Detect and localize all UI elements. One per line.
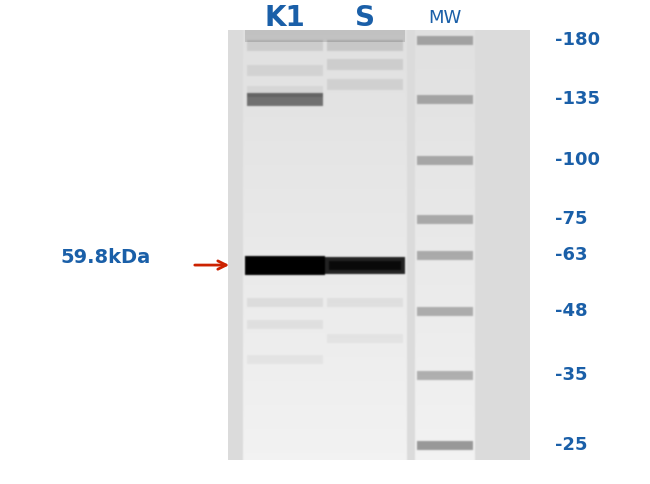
Text: -100: -100 bbox=[555, 151, 600, 169]
Text: -35: -35 bbox=[555, 366, 588, 384]
Text: -135: -135 bbox=[555, 90, 600, 108]
Text: 59.8kDa: 59.8kDa bbox=[60, 247, 150, 267]
Text: -48: -48 bbox=[555, 302, 588, 320]
Text: -63: -63 bbox=[555, 246, 588, 264]
Text: -180: -180 bbox=[555, 31, 600, 49]
Text: MW: MW bbox=[428, 9, 462, 27]
Text: S: S bbox=[355, 4, 375, 32]
Text: -75: -75 bbox=[555, 210, 588, 228]
Text: K1: K1 bbox=[265, 4, 305, 32]
Text: -25: -25 bbox=[555, 436, 588, 454]
